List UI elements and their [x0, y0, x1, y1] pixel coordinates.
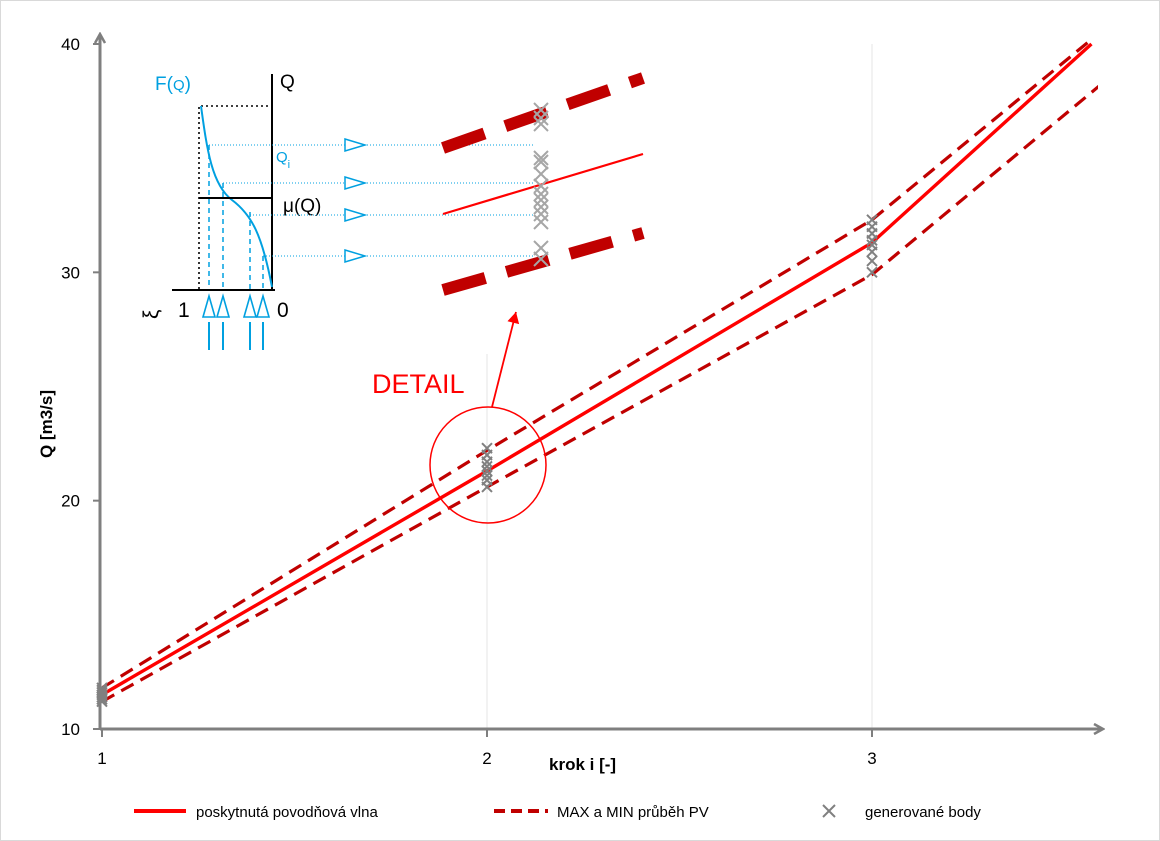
inset-cdf-curve	[200, 105, 273, 288]
marker-group	[96, 214, 878, 708]
detail-zoom-view	[441, 72, 645, 296]
sample-arrowhead-3	[242, 293, 258, 318]
series-group	[102, 40, 1098, 703]
marker-9	[481, 469, 493, 482]
inset-q-axis-label: Q	[280, 72, 295, 93]
sample-arrowhead-2	[215, 293, 231, 318]
zoom-marker-12	[533, 240, 549, 256]
legend-item-markers: generované body	[822, 804, 981, 821]
legend-label-markers: generované body	[865, 804, 981, 821]
marker-4	[96, 686, 108, 699]
zoom-marker-13	[533, 251, 549, 267]
legend-label-main: poskytnutá povodňová vlna	[196, 804, 378, 821]
inset-vertical-dashes	[208, 145, 264, 289]
marker-6	[96, 682, 108, 694]
series-line-0	[102, 42, 1093, 697]
marker-5	[96, 684, 108, 696]
projection-arrowhead-2	[344, 175, 368, 191]
marker-16	[866, 255, 878, 267]
marker-14	[481, 442, 493, 454]
zoom-marker-1	[533, 110, 549, 126]
gridlines	[486, 44, 873, 729]
sample-arrowhead-4	[255, 293, 271, 318]
y-tick-label-30: 30	[61, 263, 80, 282]
projection-arrowhead-4	[344, 248, 368, 264]
marker-10	[481, 465, 493, 477]
series-line-1	[102, 40, 1093, 690]
y-tick-label-40: 40	[61, 35, 80, 54]
legend-item-band: MAX a MIN průběh PV	[494, 804, 709, 821]
inset-qi-label: Qi	[276, 149, 290, 171]
x-tick-label-3: 3	[867, 749, 876, 768]
y-axis-title: Q [m3/s]	[37, 390, 56, 458]
y-tick-label-20: 20	[61, 492, 80, 511]
zoom-marker-7	[533, 186, 549, 202]
zoom-marker-9	[533, 199, 549, 215]
detail-label: DETAIL	[372, 369, 465, 399]
zoom-marker-8	[533, 192, 549, 208]
sample-arrowhead-1	[201, 293, 217, 318]
zoom-marker-4	[533, 154, 549, 170]
marker-11	[481, 460, 493, 473]
legend-label-band: MAX a MIN průběh PV	[557, 804, 709, 821]
projection-arrowhead-3	[344, 207, 368, 223]
legend-item-main: poskytnutá povodňová vlna	[134, 804, 378, 821]
y-tick-label-10: 10	[61, 720, 80, 739]
inset-projection-lines	[209, 137, 535, 264]
zoom-markers	[533, 102, 549, 267]
x-tick-label-1: 1	[97, 749, 106, 768]
zoom-marker-11	[533, 214, 549, 230]
x-tick-label-2: 2	[482, 749, 491, 768]
projection-arrowhead-1	[344, 137, 368, 153]
marker-18	[866, 239, 878, 251]
inset-xi-label: ξ	[140, 310, 163, 319]
marker-22	[866, 214, 878, 226]
marker-15	[866, 266, 878, 279]
inset-distribution: F(Q) Q μ(Q) Qi ξ	[140, 72, 535, 350]
inset-xi-one: 1	[178, 299, 190, 322]
legend: poskytnutá povodňová vlna MAX a MIN průb…	[134, 804, 981, 821]
inset-f-label: F(Q)	[155, 74, 191, 95]
detail-circle	[429, 406, 547, 524]
marker-8	[481, 474, 493, 486]
series-line-2	[102, 84, 1098, 703]
zoom-marker-10	[533, 206, 549, 222]
zoom-marker-3	[533, 150, 549, 166]
detail-arrow	[491, 311, 520, 408]
inset-dotted-box	[198, 105, 272, 289]
inset-sample-arrows: ξ 1 0	[140, 293, 289, 350]
inset-xi-zero: 0	[277, 299, 289, 322]
legend-swatch-markers	[822, 804, 836, 818]
zoom-marker-2	[533, 116, 549, 132]
inset-mu-label: μ(Q)	[283, 196, 321, 217]
zoom-marker-5	[533, 166, 549, 182]
x-axis-title: krok i [-]	[549, 755, 616, 774]
